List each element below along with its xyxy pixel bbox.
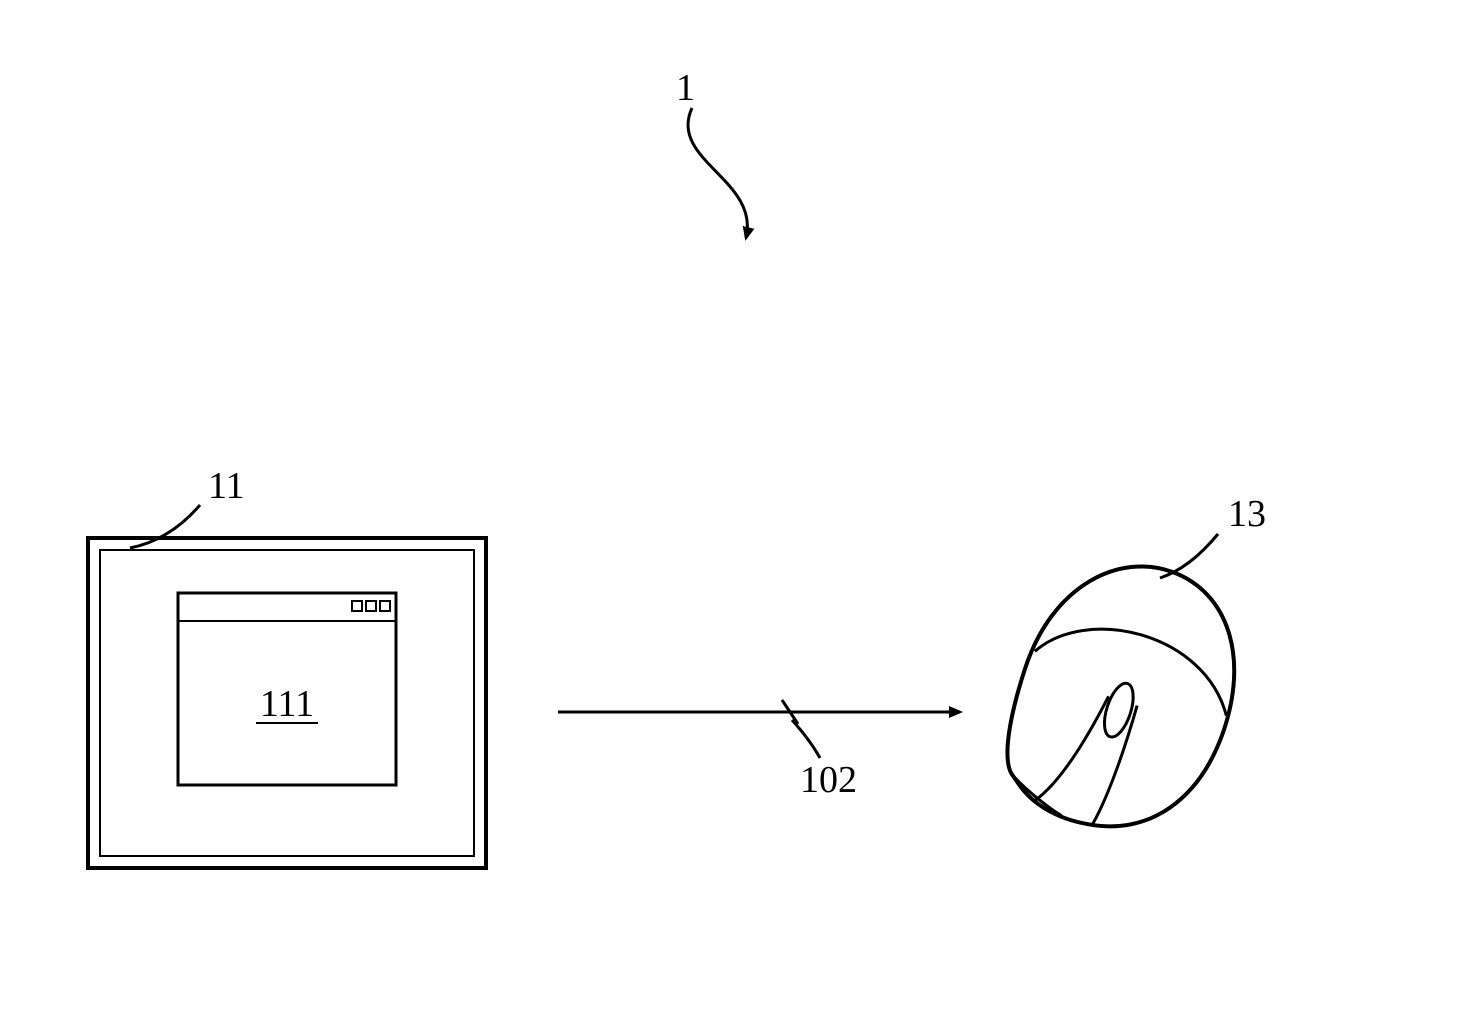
window-btn-3 (380, 601, 390, 611)
mouse-label: 13 (1228, 493, 1266, 535)
connection-arrow-group: 102 (558, 700, 960, 801)
monitor-label: 11 (208, 465, 245, 507)
system-pointer-curve (688, 108, 747, 238)
monitor-leader-curve (130, 505, 200, 548)
monitor-group: 111 (88, 538, 486, 868)
monitor-leader-group: 11 (130, 465, 245, 548)
mouse-group (985, 538, 1266, 857)
svg-layer: 111 11 1 102 (0, 0, 1462, 1013)
connection-label: 102 (800, 759, 857, 801)
app-window: 111 (178, 593, 396, 785)
mouse-leader-group: 13 (1160, 493, 1266, 578)
window-btn-1 (352, 601, 362, 611)
system-label: 1 (676, 67, 695, 109)
window-btn-2 (366, 601, 376, 611)
diagram-canvas: 111 11 1 102 (0, 0, 1462, 1013)
connection-label-leader (792, 720, 820, 758)
window-label: 111 (260, 683, 314, 725)
system-pointer-group: 1 (676, 67, 747, 238)
